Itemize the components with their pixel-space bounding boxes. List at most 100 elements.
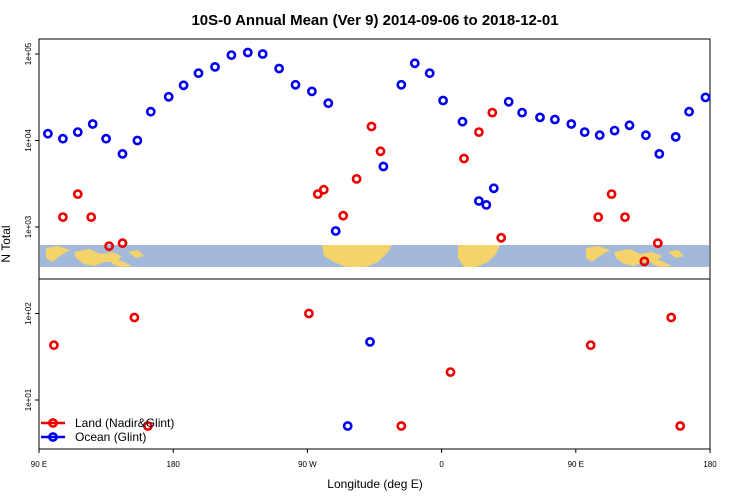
land-point — [312, 189, 323, 199]
land-point — [593, 212, 604, 222]
ocean-point — [87, 119, 98, 129]
x-tick-label: 90 E — [568, 460, 584, 469]
ocean-point — [488, 183, 499, 194]
y-axis: 1e+01 1e+02 1e+03 1e+04 1e+05 — [24, 42, 39, 411]
ocean-point — [517, 107, 527, 118]
x-axis: 90 E 180 90 W 0 90 E 180 — [31, 449, 717, 469]
land-point — [496, 232, 507, 243]
y-tick-label: 1e+01 — [24, 388, 33, 411]
land-point — [445, 367, 456, 377]
x-tick-label: 180 — [703, 460, 717, 469]
ocean-point — [579, 127, 590, 137]
y-tick-label: 1e+03 — [24, 215, 33, 238]
y-tick-label: 1e+04 — [24, 129, 33, 152]
land-point — [338, 210, 349, 221]
land-point — [104, 241, 114, 252]
legend: Land (Nadir&Glint) Ocean (Glint) — [41, 416, 174, 444]
ocean-point — [342, 421, 353, 431]
ocean-point — [503, 96, 514, 107]
ocean-point — [117, 148, 128, 159]
land-point — [58, 212, 68, 222]
ocean-point — [58, 133, 68, 144]
land-point — [351, 173, 362, 184]
land-point — [487, 107, 498, 118]
map-landmass-south-america — [322, 245, 392, 267]
ocean-point — [641, 130, 651, 141]
ocean-point — [550, 114, 560, 125]
land-point — [459, 153, 469, 164]
land-point — [86, 212, 97, 222]
ocean-point — [481, 199, 492, 210]
ocean-point — [535, 112, 545, 123]
legend-entry-land: Land (Nadir&Glint) — [41, 416, 174, 430]
land-point — [366, 121, 377, 132]
chart-title: 10S-0 Annual Mean (Ver 9) 2014-09-06 to … — [191, 12, 558, 29]
ocean-point — [306, 86, 317, 97]
ocean-point — [654, 148, 665, 159]
land-point — [675, 421, 686, 431]
x-tick-label: 90 W — [298, 460, 317, 469]
land-point — [49, 340, 59, 351]
ocean-point — [365, 336, 375, 347]
x-tick-label: 90 E — [31, 460, 47, 469]
ocean-point — [409, 58, 420, 69]
ocean-point — [396, 79, 407, 90]
land-point — [620, 212, 630, 222]
land-point — [473, 127, 484, 137]
x-tick-label: 180 — [167, 460, 181, 469]
ocean-point — [274, 63, 284, 74]
land-point — [375, 146, 386, 157]
legend-entry-ocean: Ocean (Glint) — [41, 430, 146, 444]
ocean-point — [290, 79, 301, 90]
ocean-point — [178, 80, 189, 91]
world-map-strip — [40, 245, 709, 267]
ocean-point — [670, 131, 681, 142]
land-point — [585, 340, 596, 351]
ocean-point — [323, 98, 334, 109]
ocean-point — [257, 49, 268, 59]
land-point — [666, 312, 677, 323]
legend-label: Ocean (Glint) — [75, 430, 146, 444]
ocean-point — [101, 133, 111, 144]
data-points — [43, 47, 711, 431]
legend-label: Land (Nadir&Glint) — [75, 416, 174, 430]
map-landmass-maritime-continent-repeat — [586, 246, 684, 267]
ocean-point — [145, 106, 156, 117]
ocean-point — [700, 92, 711, 103]
x-axis-label: Longitude (deg E) — [327, 477, 422, 491]
ocean-point — [609, 125, 620, 136]
ocean-point — [226, 50, 237, 60]
ocean-point — [424, 68, 435, 79]
ocean-point — [330, 226, 341, 236]
land-point — [142, 421, 153, 431]
ocean-point — [624, 120, 635, 131]
ocean-point — [132, 135, 143, 146]
land-point — [396, 421, 407, 431]
ocean-point — [43, 128, 53, 139]
land-point — [303, 308, 314, 319]
ocean-point — [378, 161, 389, 172]
land-point — [606, 189, 617, 199]
land-point — [117, 238, 128, 249]
ocean-point — [193, 68, 204, 79]
y-tick-label: 1e+05 — [24, 42, 33, 65]
ocean-point — [684, 106, 694, 117]
ocean-point — [457, 116, 468, 127]
x-tick-label: 0 — [439, 460, 444, 469]
ocean-point — [210, 62, 220, 72]
map-landmass-africa — [458, 245, 500, 267]
land-point — [652, 238, 663, 249]
ocean-point — [242, 47, 253, 58]
y-axis-label: N Total — [0, 225, 13, 262]
ocean-point — [566, 119, 577, 129]
ocean-point — [473, 196, 484, 206]
land-point — [72, 189, 83, 199]
legend-swatch-marker — [48, 418, 58, 428]
y-tick-label: 1e+02 — [24, 302, 33, 325]
plot-frame — [38, 38, 711, 450]
land-point — [129, 312, 140, 323]
map-landmass-maritime-continent — [46, 246, 144, 267]
land-point — [318, 184, 329, 195]
ocean-point — [72, 127, 83, 137]
